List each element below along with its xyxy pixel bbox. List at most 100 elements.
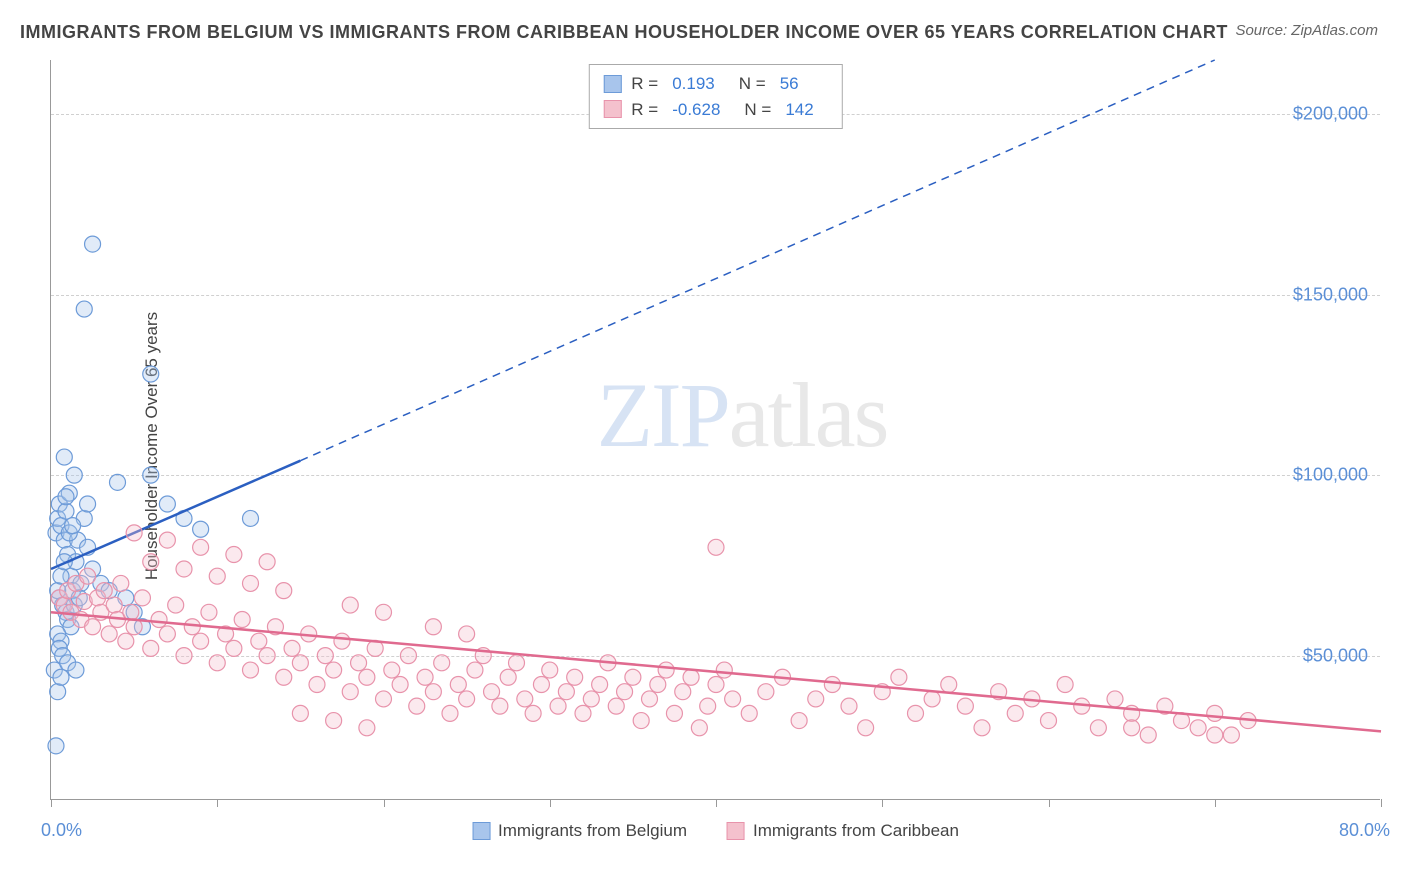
- data-point: [1140, 727, 1156, 743]
- data-point: [292, 655, 308, 671]
- data-point: [276, 669, 292, 685]
- data-point: [326, 713, 342, 729]
- data-point: [376, 604, 392, 620]
- data-point: [243, 575, 259, 591]
- data-point: [101, 626, 117, 642]
- data-point: [259, 554, 275, 570]
- data-point: [53, 669, 69, 685]
- x-tick: [882, 799, 883, 807]
- data-point: [359, 669, 375, 685]
- data-point: [143, 467, 159, 483]
- data-point: [392, 676, 408, 692]
- data-point: [1207, 705, 1223, 721]
- data-point: [48, 738, 64, 754]
- data-point: [542, 662, 558, 678]
- data-point: [758, 684, 774, 700]
- data-point: [492, 698, 508, 714]
- data-point: [317, 648, 333, 664]
- data-point: [550, 698, 566, 714]
- data-point: [633, 713, 649, 729]
- data-point: [284, 640, 300, 656]
- data-point: [184, 619, 200, 635]
- data-point: [193, 539, 209, 555]
- data-point: [58, 489, 74, 505]
- data-point: [425, 684, 441, 700]
- legend-item-belgium: Immigrants from Belgium: [472, 821, 687, 841]
- data-point: [525, 705, 541, 721]
- data-point: [110, 474, 126, 490]
- data-point: [80, 496, 96, 512]
- data-point: [193, 521, 209, 537]
- x-axis-min-label: 0.0%: [41, 820, 82, 841]
- data-point: [1207, 727, 1223, 743]
- data-point: [159, 496, 175, 512]
- x-axis-max-label: 80.0%: [1339, 820, 1390, 841]
- data-point: [957, 698, 973, 714]
- data-point: [450, 676, 466, 692]
- data-point: [924, 691, 940, 707]
- data-point: [143, 366, 159, 382]
- data-point: [725, 691, 741, 707]
- swatch-belgium: [603, 75, 621, 93]
- data-point: [691, 720, 707, 736]
- data-point: [509, 655, 525, 671]
- data-point: [858, 720, 874, 736]
- data-point: [608, 698, 624, 714]
- data-point: [467, 662, 483, 678]
- data-point: [683, 669, 699, 685]
- data-point: [151, 612, 167, 628]
- data-point: [176, 561, 192, 577]
- chart-title: IMMIGRANTS FROM BELGIUM VS IMMIGRANTS FR…: [20, 22, 1228, 43]
- data-point: [974, 720, 990, 736]
- data-point: [209, 568, 225, 584]
- data-point: [106, 597, 122, 613]
- data-point: [575, 705, 591, 721]
- data-point: [193, 633, 209, 649]
- data-point: [342, 684, 358, 700]
- x-tick: [550, 799, 551, 807]
- plot-svg: [51, 60, 1380, 799]
- data-point: [384, 662, 400, 678]
- data-point: [808, 691, 824, 707]
- data-point: [400, 648, 416, 664]
- data-point: [376, 691, 392, 707]
- data-point: [243, 662, 259, 678]
- data-point: [65, 518, 81, 534]
- data-point: [359, 720, 375, 736]
- data-point: [1090, 720, 1106, 736]
- data-point: [642, 691, 658, 707]
- chart-container: IMMIGRANTS FROM BELGIUM VS IMMIGRANTS FR…: [0, 0, 1406, 892]
- data-point: [824, 676, 840, 692]
- x-tick: [51, 799, 52, 807]
- x-tick: [1049, 799, 1050, 807]
- data-point: [326, 662, 342, 678]
- data-point: [251, 633, 267, 649]
- data-point: [708, 539, 724, 555]
- data-point: [226, 640, 242, 656]
- correlation-legend: R = 0.193 N = 56 R = -0.628 N = 142: [588, 64, 842, 129]
- legend-row-belgium: R = 0.193 N = 56: [603, 71, 827, 97]
- data-point: [617, 684, 633, 700]
- data-point: [66, 467, 82, 483]
- series-legend: Immigrants from Belgium Immigrants from …: [472, 821, 959, 841]
- data-point: [517, 691, 533, 707]
- data-point: [80, 568, 96, 584]
- data-point: [201, 604, 217, 620]
- data-point: [459, 626, 475, 642]
- data-point: [226, 547, 242, 563]
- data-point: [159, 532, 175, 548]
- data-point: [592, 676, 608, 692]
- data-point: [434, 655, 450, 671]
- data-point: [567, 669, 583, 685]
- data-point: [309, 676, 325, 692]
- data-point: [533, 676, 549, 692]
- data-point: [891, 669, 907, 685]
- data-point: [425, 619, 441, 635]
- data-point: [53, 568, 69, 584]
- swatch-belgium: [472, 822, 490, 840]
- data-point: [1007, 705, 1023, 721]
- swatch-caribbean: [727, 822, 745, 840]
- data-point: [791, 713, 807, 729]
- data-point: [113, 575, 129, 591]
- data-point: [409, 698, 425, 714]
